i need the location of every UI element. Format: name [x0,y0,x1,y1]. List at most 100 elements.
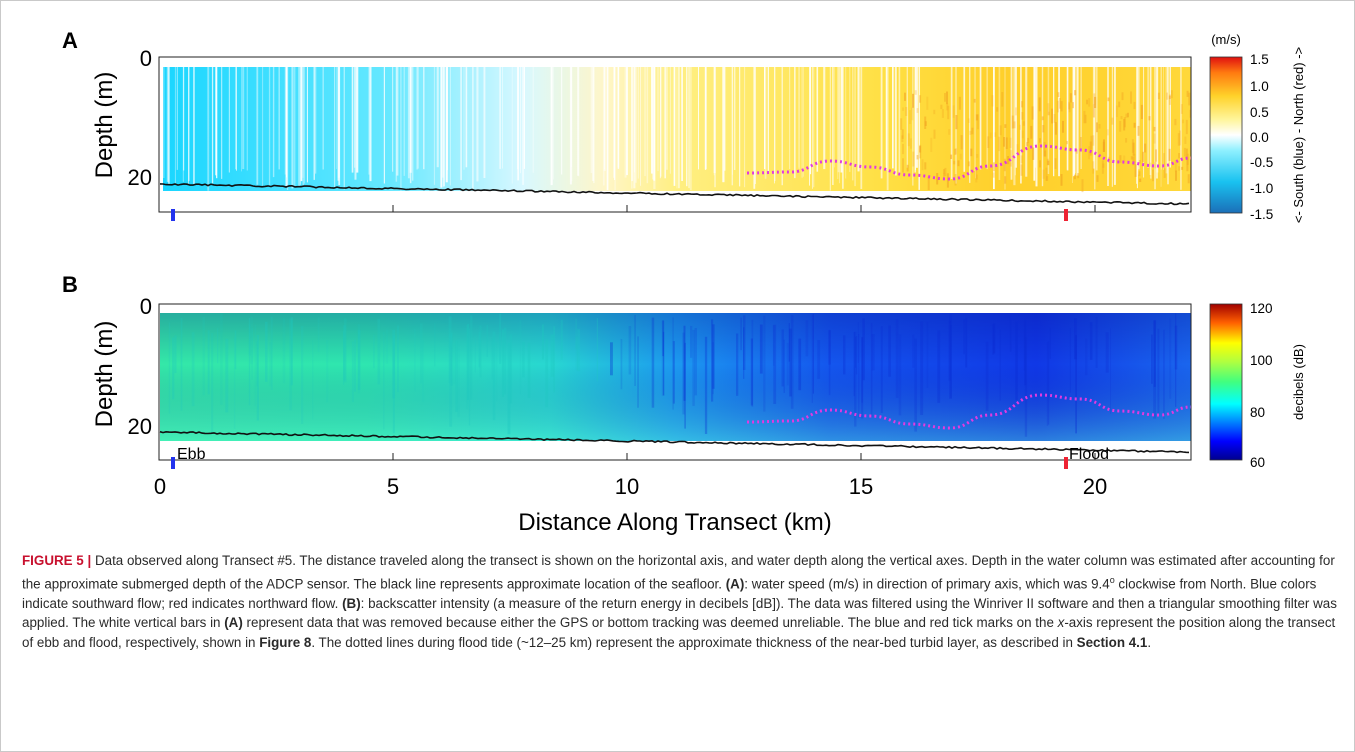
removed-data-bar [343,67,345,190]
ebb-label: Ebb [177,446,206,463]
velocity-speckle [904,92,906,101]
removed-data-bar [798,67,800,170]
removed-data-bar [174,67,176,184]
backscatter-streak [895,319,899,398]
caption-text-2: : water speed (m/s) in direction of prim… [744,576,1110,592]
velocity-speckle [1043,142,1046,157]
velocity-speckle [1051,108,1053,124]
velocity-speckle [1039,138,1041,143]
backscatter-streak [843,335,846,375]
removed-data-bar [1180,67,1182,190]
velocity-speckle [1142,151,1144,163]
caption-section-link[interactable]: Section 4.1 [1076,634,1148,650]
backscatter-streak [478,331,481,368]
removed-data-bar [383,67,385,184]
velocity-speckle [1186,157,1189,172]
velocity-speckle [1168,148,1171,161]
velocity-speckle [1053,114,1056,123]
backscatter-streak [357,330,361,390]
velocity-speckle [955,115,958,130]
backscatter-streak [207,330,210,395]
velocity-speckle [958,96,961,110]
velocity-speckle [977,114,979,130]
removed-data-bar [1025,67,1028,177]
velocity-speckle [944,167,947,177]
backscatter-streak [628,326,632,375]
removed-data-bar [1053,67,1055,177]
velocity-speckle [1183,147,1186,157]
removed-data-bar [664,67,666,179]
removed-data-bar [354,67,357,180]
velocity-speckle [946,103,949,111]
velocity-speckle [1060,101,1063,112]
backscatter-streak [211,333,214,434]
removed-data-bar [809,67,810,186]
backscatter-streak [392,329,396,399]
velocity-speckle [993,162,995,172]
removed-data-bar [351,67,354,173]
removed-data-bar [1169,67,1171,168]
backscatter-streak [202,316,205,396]
removed-data-bar [571,67,573,182]
velocity-speckle [1015,107,1017,116]
backscatter-streak [351,341,354,403]
backscatter-streak [522,341,525,378]
removed-data-bar [356,67,359,173]
removed-data-bar [423,67,425,170]
backscatter-streak [694,328,697,396]
removed-data-bar [400,67,402,191]
removed-data-bar [604,67,605,170]
removed-data-bar [517,67,519,181]
velocity-speckle [1042,169,1045,179]
removed-data-bar [678,67,680,189]
velocity-speckle [1084,114,1087,124]
removed-data-bar [860,67,863,189]
backscatter-streak [269,342,272,387]
backscatter-streak [862,318,865,381]
removed-data-bar [1156,67,1158,179]
backscatter-streak [301,326,304,424]
velocity-speckle [1149,162,1152,167]
removed-data-bar [637,67,639,179]
backscatter-streak [326,340,329,403]
backscatter-streak [452,342,456,385]
velocity-speckle [1073,174,1076,180]
caption-text-6: -axis represent the position along the t… [22,615,1336,650]
velocity-speckle [1016,144,1019,153]
backscatter-streak [448,316,452,384]
flood-label: Flood [1069,446,1109,463]
caption-figure8-link[interactable]: Figure 8 [259,634,312,650]
velocity-speckle [1046,158,1049,166]
backscatter-streak [422,339,425,403]
removed-data-bar [449,67,451,186]
velocity-speckle [1086,99,1089,105]
velocity-speckle [1057,92,1060,97]
backscatter-streak [888,325,891,377]
cbar-a-tick-2: 1.0 [1250,79,1269,94]
panel-b-ytick-20: 20 [128,414,152,439]
backscatter-streak [575,336,579,371]
panel-a-x-ticks [392,205,1096,212]
velocity-speckle [954,148,957,155]
backscatter-streak [743,315,746,370]
removed-data-bar [532,67,534,173]
backscatter-streak [1175,313,1177,407]
velocity-speckle [1123,119,1126,131]
removed-data-bar [1034,67,1036,168]
backscatter-streak [470,315,473,400]
panel-b-seafloor-line [159,430,1190,454]
removed-data-bar [816,67,819,172]
removed-data-bar [433,67,435,185]
velocity-speckle [1166,92,1168,100]
velocity-speckle [1144,143,1147,153]
removed-data-bar [993,67,995,190]
velocity-speckle [1054,122,1057,135]
backscatter-streak [1023,320,1026,371]
velocity-speckle [907,133,910,147]
removed-data-bar [969,67,971,183]
removed-data-bar [1143,67,1145,178]
backscatter-streak [1015,321,1018,401]
backscatter-streak [357,324,361,394]
velocity-speckle [1026,142,1029,147]
velocity-speckle [1138,171,1141,177]
